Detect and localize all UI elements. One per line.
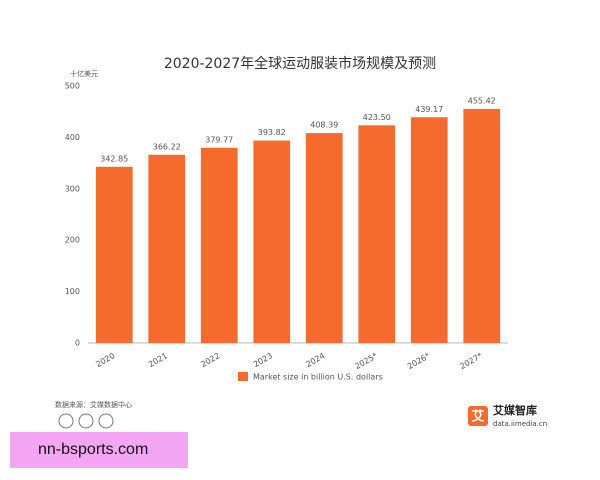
y-tick-label: 200 — [65, 236, 80, 245]
y-tick-label: 300 — [65, 184, 80, 193]
bar — [95, 166, 133, 343]
value-label: 423.50 — [363, 113, 391, 122]
logo-url: data.iimedia.cn — [493, 420, 547, 428]
logo-icon — [468, 406, 488, 426]
value-label: 379.77 — [205, 135, 233, 144]
value-label: 408.39 — [310, 121, 338, 130]
x-tick-label: 2024 — [304, 351, 326, 369]
bar — [410, 117, 448, 343]
bar — [358, 125, 396, 343]
value-label: 393.82 — [258, 128, 286, 137]
y-tick-label: 0 — [75, 339, 80, 348]
value-label: 342.85 — [100, 154, 128, 163]
legend-swatch — [238, 372, 248, 381]
logo-name: 艾媒智库 — [493, 403, 537, 417]
bar — [200, 147, 238, 343]
value-label: 439.17 — [415, 105, 443, 114]
y-tick-label: 400 — [65, 133, 80, 142]
x-tick-label: 2027* — [458, 351, 484, 371]
bar — [305, 133, 343, 343]
x-tick-label: 2026* — [406, 351, 432, 371]
x-tick-label: 2022 — [199, 351, 221, 369]
banner: nn-bsports.com — [10, 432, 188, 468]
value-label: 455.42 — [468, 96, 496, 105]
x-tick-label: 2023 — [252, 351, 274, 369]
chart-title: 2020-2027年全球运动服装市场规模及预测 — [164, 55, 436, 72]
y-tick-label: 500 — [65, 82, 80, 91]
bar — [148, 154, 186, 343]
bar — [463, 108, 501, 343]
x-tick-label: 2025* — [353, 351, 379, 371]
legend-label: Market size in billion U.S. dollars — [253, 373, 383, 382]
bar — [253, 140, 291, 343]
x-tick-label: 2021 — [147, 351, 169, 369]
y-unit: 十亿美元 — [70, 69, 98, 78]
source: 数据来源：艾媒数据中心 — [55, 400, 132, 409]
value-label: 366.22 — [153, 142, 181, 151]
logo-mark: 艾 — [471, 409, 484, 425]
x-tick-label: 2020 — [94, 351, 116, 369]
y-tick-label: 100 — [65, 287, 80, 296]
cc-icons — [58, 413, 114, 429]
